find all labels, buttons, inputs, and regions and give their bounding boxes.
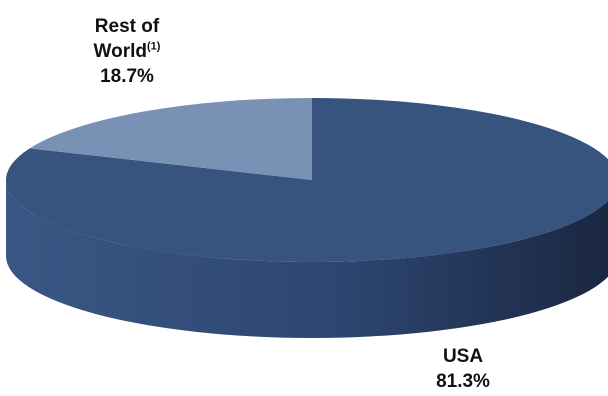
rest-of-world-label: Rest of World(1) 18.7% [62, 14, 192, 89]
usa-percent: 81.3% [436, 371, 490, 392]
footnote-marker: (1) [147, 40, 161, 53]
pie-slice-usa [6, 98, 608, 262]
rest-of-world-label-line2: World(1) [62, 39, 192, 64]
rest-of-world-label-name: World [93, 41, 148, 62]
pie-slice-rest-of-world [29, 98, 312, 180]
usa-label-name: USA [442, 346, 484, 367]
usa-label: USA 81.3% [408, 344, 518, 394]
rest-of-world-label-line1: Rest of [94, 16, 160, 37]
rest-of-world-percent: 18.7% [100, 66, 154, 87]
pie-slice-side-usa [6, 180, 608, 338]
